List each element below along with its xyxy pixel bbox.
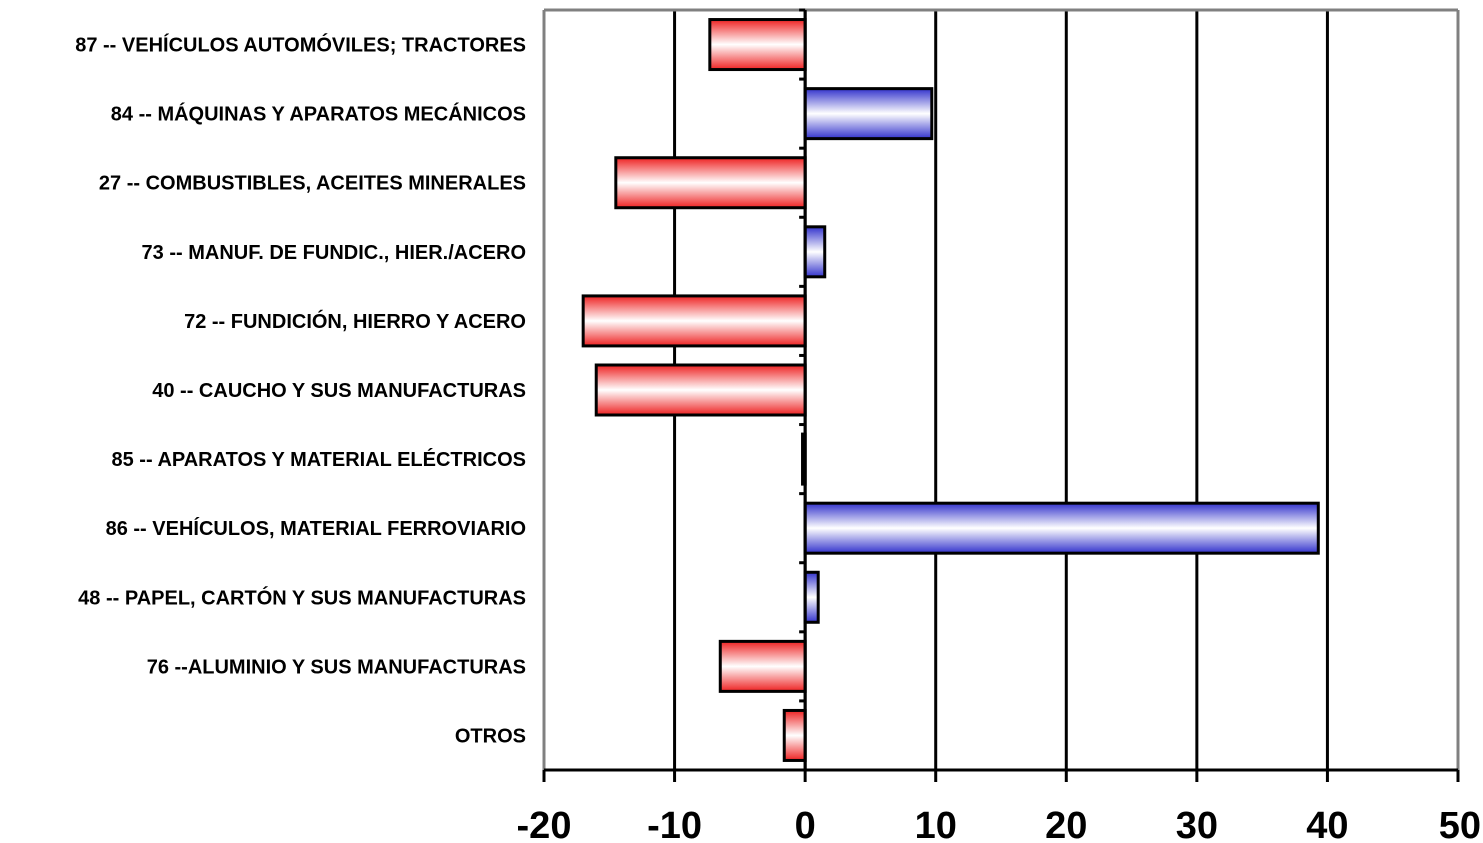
x-tick-label-5: 30: [1176, 805, 1218, 843]
category-label-1: 87 -- VEHÍCULOS AUTOMÓVILES; TRACTORES: [75, 33, 526, 57]
x-tick-label-1: -10: [647, 805, 702, 843]
bar-9: [803, 570, 820, 624]
category-label-10: 76 --ALUMINIO Y SUS MANUFACTURAS: [147, 656, 526, 678]
category-labels: 87 -- VEHÍCULOS AUTOMÓVILES; TRACTORES 84…: [75, 33, 526, 748]
category-label-6: 40 -- CAUCHO Y SUS MANUFACTURAS: [152, 380, 526, 402]
category-label-8: 86 -- VEHÍCULOS, MATERIAL FERROVIARIO: [106, 517, 526, 540]
bar-8: [803, 501, 1320, 555]
bar-4: [803, 225, 827, 279]
x-tick-label-2: 0: [795, 805, 816, 843]
bar-5: [581, 294, 807, 348]
category-label-7: 85 -- APARATOS Y MATERIAL ELÉCTRICOS: [112, 448, 527, 471]
category-label-9: 48 -- PAPEL, CARTÓN Y SUS MANUFACTURAS: [78, 585, 526, 609]
x-tick-label-4: 20: [1045, 805, 1087, 843]
bar-6: [594, 363, 807, 417]
category-label-2: 84 -- MÁQUINAS Y APARATOS MECÁNICOS: [111, 103, 526, 126]
bar-10: [718, 639, 807, 693]
category-label-11: OTROS: [455, 725, 526, 747]
x-tick-label-3: 10: [915, 805, 957, 843]
bars: [581, 18, 1320, 762]
bar-11: [782, 708, 807, 762]
x-tick-label-0: -20: [517, 805, 572, 843]
category-label-3: 27 -- COMBUSTIBLES, ACEITES MINERALES: [99, 173, 526, 195]
tick-labels: -20 -10 0 10 20 30 40 50: [517, 805, 1481, 843]
x-tick-label-6: 40: [1306, 805, 1348, 843]
bar-1: [708, 18, 807, 72]
category-label-4: 73 -- MANUF. DE FUNDIC., HIER./ACERO: [142, 242, 526, 264]
bar-2: [803, 87, 934, 141]
bar-3: [614, 156, 807, 210]
category-label-5: 72 -- FUNDICIÓN, HIERRO Y ACERO: [184, 309, 526, 333]
x-tick-label-7: 50: [1439, 805, 1481, 843]
axes: [542, 8, 1460, 782]
